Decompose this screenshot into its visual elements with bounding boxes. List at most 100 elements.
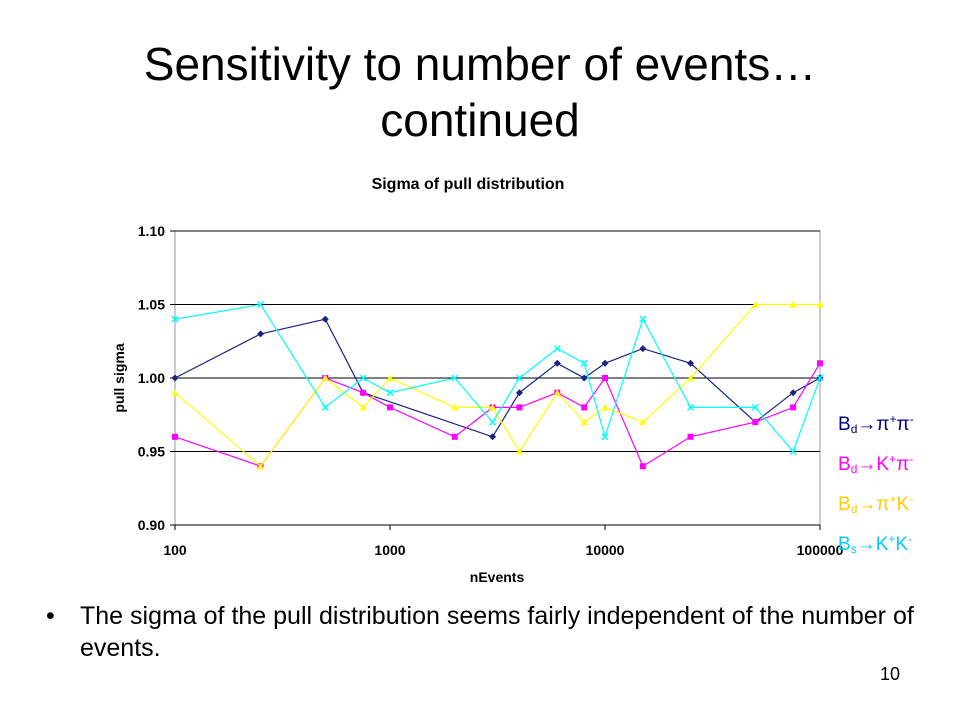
legend-arrow: → <box>857 494 877 515</box>
data-point <box>386 389 394 397</box>
data-point <box>639 463 646 470</box>
data-point <box>489 418 497 426</box>
legend-decay-product: π <box>876 414 890 435</box>
data-point <box>451 374 459 382</box>
data-point <box>516 404 523 411</box>
legend-charge: + <box>889 452 897 466</box>
data-point <box>321 374 329 381</box>
legend-decay-product: K <box>876 454 890 475</box>
data-point <box>751 301 759 308</box>
page-number: 10 <box>880 664 901 684</box>
data-point <box>386 374 394 381</box>
data-point <box>359 403 367 411</box>
data-point <box>387 404 393 411</box>
data-point <box>789 447 797 456</box>
data-point <box>581 404 588 411</box>
data-point <box>172 433 178 440</box>
data-point <box>321 315 329 323</box>
legend-particle: B <box>838 494 851 515</box>
legend-charge: + <box>889 412 897 426</box>
legend-particle: B <box>838 414 851 435</box>
legend-entry: Bs→K+K- <box>838 524 914 564</box>
legend-subscript: s <box>850 542 857 556</box>
series-line <box>174 303 821 453</box>
series-line <box>174 318 821 438</box>
data-point <box>687 374 695 381</box>
bullet-marker: • <box>46 602 55 630</box>
data-point <box>171 315 179 323</box>
legend-charge: - <box>909 452 914 466</box>
pull-sigma-chart: Sigma of pull distribution 0.90 0.95 1.00 1… <box>111 176 844 585</box>
data-point <box>817 360 823 367</box>
data-point <box>257 300 265 309</box>
legend-decay-product: K <box>896 494 910 515</box>
legend-decay-product: K <box>895 534 909 555</box>
data-point <box>489 433 497 441</box>
slide-title-line-2: continued <box>380 94 580 146</box>
data-point <box>639 315 647 323</box>
data-point <box>602 375 608 381</box>
data-point <box>687 403 695 411</box>
legend-decay-product: π <box>876 494 890 515</box>
legend-decay-product: π <box>896 414 910 435</box>
data-point <box>816 374 824 382</box>
legend-charge: - <box>909 492 914 506</box>
axes: 0.90 0.95 1.00 1.05 1.10 100 1000 10000 100000 <box>138 223 844 558</box>
legend-arrow: → <box>857 454 877 475</box>
legend-charge: + <box>888 532 896 546</box>
data-point <box>171 389 179 396</box>
data-point <box>580 374 588 382</box>
legend-entry: Bd→K+π- <box>838 444 914 484</box>
legend-arrow: → <box>857 414 877 435</box>
y-tick-label: 1.10 <box>138 223 165 239</box>
y-tick-label: 1.05 <box>138 297 165 313</box>
x-axis-label: nEvents <box>470 569 525 585</box>
legend-decay-product: K <box>875 534 889 555</box>
data-point <box>752 419 759 426</box>
slide-title: Sensitivity to number of events… continu… <box>0 36 960 148</box>
y-tick-label: 0.95 <box>138 444 165 460</box>
data-point <box>789 389 797 397</box>
y-tick-label: 1.00 <box>138 370 165 386</box>
x-tick-label: 100000 <box>797 542 844 558</box>
data-point <box>553 359 561 367</box>
legend-particle: B <box>838 534 851 555</box>
data-point <box>171 374 179 382</box>
series-layer <box>171 300 824 470</box>
legend-charge: + <box>889 492 897 506</box>
data-point <box>451 433 458 440</box>
data-point <box>639 418 647 426</box>
legend-decay-product: π <box>896 454 910 475</box>
data-point <box>580 418 588 426</box>
slide-title-line-1: Sensitivity to number of events… <box>143 38 817 90</box>
legend-subscript: d <box>850 462 858 476</box>
y-tick-label: 0.90 <box>138 517 165 533</box>
legend-entry: Bd→π+π- <box>838 404 914 444</box>
chart-legend: Bd→π+π- Bd→K+π- Bd→π+K- Bs→K+K- <box>838 404 914 564</box>
data-point <box>553 389 561 396</box>
data-point <box>601 403 609 411</box>
data-point <box>789 301 797 308</box>
chart-title: Sigma of pull distribution <box>372 176 565 193</box>
data-point <box>687 359 695 367</box>
data-point <box>321 403 329 411</box>
series-line <box>174 362 821 468</box>
data-point <box>816 301 824 308</box>
x-tick-label: 100 <box>163 542 187 558</box>
legend-subscript: d <box>850 502 858 516</box>
data-point <box>601 433 609 441</box>
data-point <box>489 403 497 411</box>
data-point <box>751 403 759 411</box>
legend-entry: Bd→π+K- <box>838 484 914 524</box>
series-4 <box>171 300 824 456</box>
bullet-text: The sigma of the pull distribution seems… <box>80 602 914 662</box>
data-point <box>580 359 588 367</box>
legend-charge: - <box>909 412 914 426</box>
legend-arrow: → <box>856 534 876 555</box>
data-point <box>553 345 561 353</box>
data-point <box>360 389 367 396</box>
x-tick-label: 1000 <box>374 542 405 558</box>
data-point <box>601 359 609 367</box>
data-point <box>687 433 694 440</box>
data-point <box>639 345 647 353</box>
